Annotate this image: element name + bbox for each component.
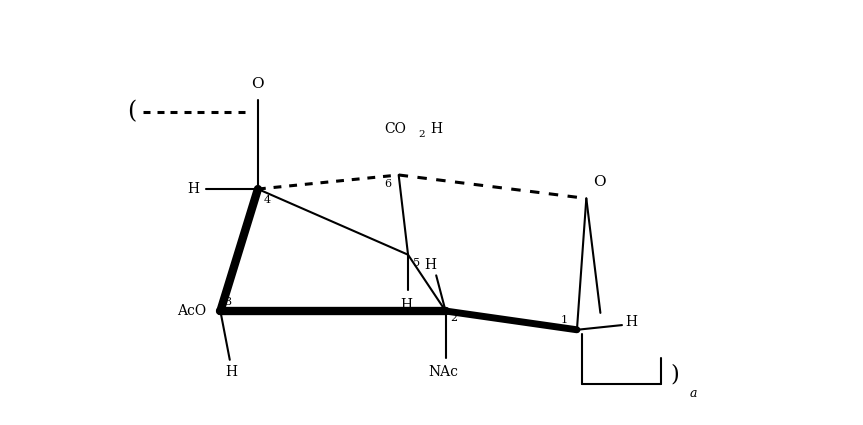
Text: 6: 6 <box>384 179 391 189</box>
Text: 2: 2 <box>450 313 457 323</box>
Text: H: H <box>400 298 413 312</box>
Text: H: H <box>188 182 199 196</box>
Text: CO: CO <box>385 122 406 136</box>
Text: a: a <box>690 387 697 400</box>
Text: (: ( <box>127 101 135 124</box>
Text: AcO: AcO <box>177 304 206 318</box>
Text: O: O <box>593 175 606 189</box>
Text: 1: 1 <box>560 315 568 325</box>
Text: 2: 2 <box>418 130 425 139</box>
Text: O: O <box>252 76 264 91</box>
Text: 5: 5 <box>413 258 420 269</box>
Text: H: H <box>626 315 638 329</box>
Text: 4: 4 <box>263 195 271 205</box>
Text: H: H <box>431 122 443 136</box>
Text: NAc: NAc <box>429 366 459 380</box>
Text: H: H <box>425 258 437 272</box>
Text: 3: 3 <box>224 297 231 307</box>
Text: H: H <box>225 366 237 380</box>
Text: ): ) <box>671 364 679 386</box>
